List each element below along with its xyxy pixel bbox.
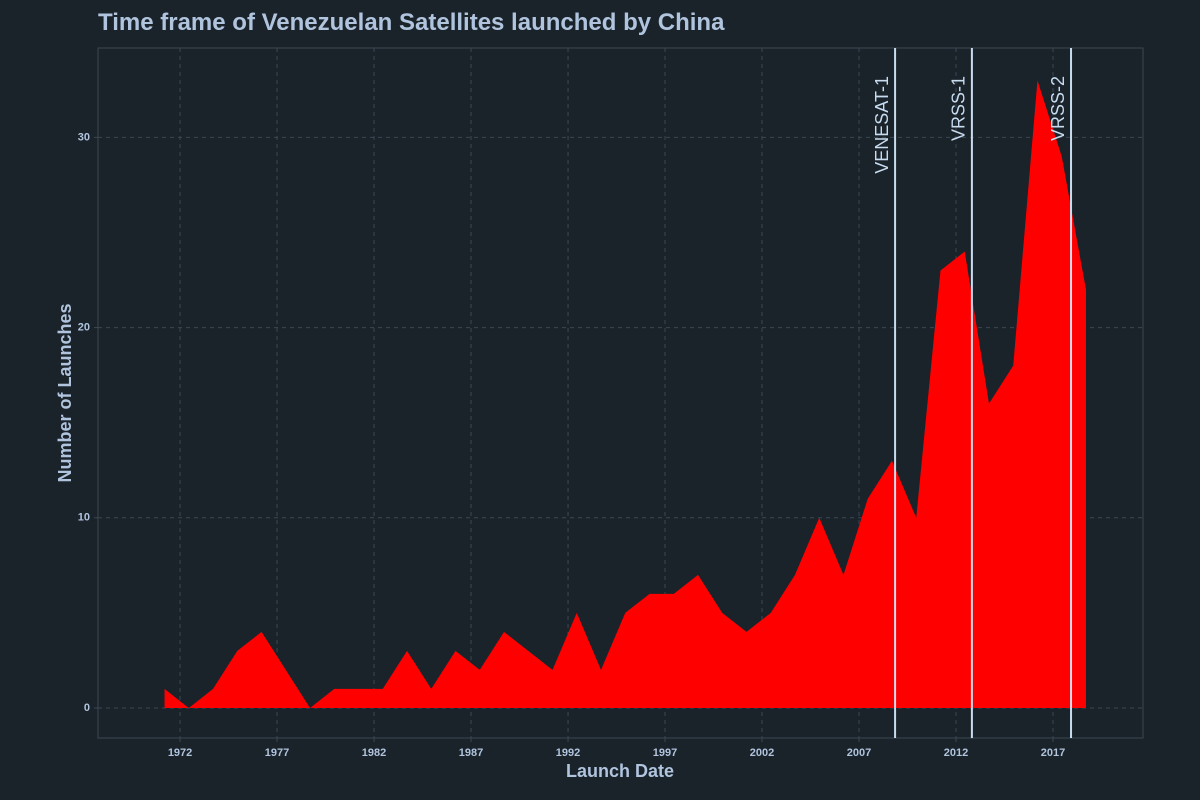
y-axis-label: Number of Launches xyxy=(55,303,75,482)
x-tick-label: 2002 xyxy=(750,747,774,759)
annotation-label: VENESAT-1 xyxy=(872,76,892,174)
area xyxy=(164,80,1086,708)
x-tick-label: 2012 xyxy=(944,747,968,759)
x-tick-label: 2017 xyxy=(1041,747,1065,759)
y-tick-label: 0 xyxy=(84,702,90,714)
x-tick-label: 1997 xyxy=(653,747,677,759)
plot-frame xyxy=(97,47,1144,739)
chart-title: Time frame of Venezuelan Satellites laun… xyxy=(98,9,725,36)
x-tick-label: 1977 xyxy=(265,747,289,759)
y-tick-label: 20 xyxy=(78,321,90,333)
x-axis-label: Launch Date xyxy=(566,761,674,781)
x-tick-label: 1992 xyxy=(556,747,580,759)
annotation-label: VRSS-1 xyxy=(949,76,969,141)
x-tick-label: 2007 xyxy=(847,747,871,759)
y-tick-label: 10 xyxy=(78,512,90,524)
y-tick-label: 30 xyxy=(78,131,90,143)
annotation-label: VRSS-2 xyxy=(1048,76,1068,141)
x-tick-label: 1987 xyxy=(459,747,483,759)
x-tick-label: 1972 xyxy=(168,747,192,759)
x-tick-label: 1982 xyxy=(362,747,386,759)
